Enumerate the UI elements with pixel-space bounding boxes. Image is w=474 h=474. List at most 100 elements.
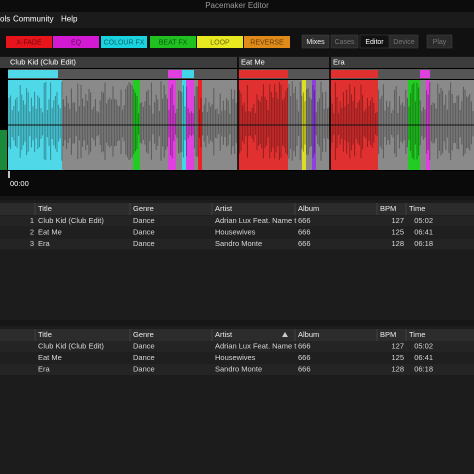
table-row[interactable] xyxy=(0,227,474,238)
effect-button[interactable] xyxy=(6,36,52,48)
tab-label: Play xyxy=(433,39,447,46)
effect-button[interactable] xyxy=(197,36,243,48)
table-row[interactable] xyxy=(0,364,474,375)
table-cell: Adrian Lux Feat. Name t xyxy=(215,341,297,350)
lane-tag xyxy=(330,70,378,78)
table-cell: 06:18 xyxy=(414,239,433,248)
table-cell: 06:41 xyxy=(414,227,433,236)
column-header[interactable]: Album xyxy=(298,204,319,213)
table-cell: Dance xyxy=(133,239,155,248)
tab-label: Mixes xyxy=(306,39,325,46)
table-row[interactable] xyxy=(0,215,474,227)
column-header[interactable]: Time xyxy=(409,330,425,339)
track-label: Era xyxy=(333,57,346,66)
table-cell: Dance xyxy=(133,227,155,236)
lane-tag xyxy=(420,70,430,78)
column-header[interactable]: Artist xyxy=(215,330,233,339)
column-header[interactable]: BPM xyxy=(380,330,396,339)
column-header[interactable]: Time xyxy=(409,204,425,213)
effect-label: COLOUR FX xyxy=(104,39,145,46)
tab[interactable] xyxy=(301,34,330,49)
column-header[interactable]: Title xyxy=(38,330,52,339)
table-cell: Housewives xyxy=(215,227,256,236)
column-header[interactable]: BPM xyxy=(380,204,396,213)
tab[interactable] xyxy=(389,34,419,49)
table-cell: Sandro Monte xyxy=(215,364,262,373)
effect-button[interactable] xyxy=(53,36,99,48)
title-bar xyxy=(0,0,474,12)
window-title: Pacemaker Editor xyxy=(205,1,269,10)
table-cell: 666 xyxy=(298,227,311,236)
tab[interactable] xyxy=(330,34,359,49)
effect-label: X-FADE xyxy=(16,39,42,46)
table-cell: Era xyxy=(38,364,51,373)
table-cell: 2 xyxy=(30,227,34,236)
table-cell: Sandro Monte xyxy=(215,239,262,248)
sort-arrow xyxy=(282,332,288,337)
column-header[interactable]: Album xyxy=(298,330,319,339)
table-cell: 127 xyxy=(391,341,404,350)
table-cell: 666 xyxy=(298,341,311,350)
table-cell: Adrian Lux Feat. Name t xyxy=(215,216,297,225)
menu-item[interactable]: ols xyxy=(0,15,10,24)
table-cell: Housewives xyxy=(215,353,256,362)
effect-label: REVERSE xyxy=(250,39,284,46)
table-cell: 666 xyxy=(298,216,311,225)
table-cell: 05:02 xyxy=(414,341,433,350)
table-cell: Dance xyxy=(133,216,155,225)
menu-bar xyxy=(0,12,474,28)
menu-item[interactable]: Community xyxy=(13,15,53,24)
tab[interactable] xyxy=(359,34,390,49)
time-label: 00:00 xyxy=(10,179,29,188)
table-cell: 06:41 xyxy=(414,353,433,362)
table-cell: Club Kid (Club Edit) xyxy=(38,341,104,350)
table-cell: 128 xyxy=(391,364,404,373)
track-label: Club Kid (Club Edit) xyxy=(10,57,76,66)
table-row[interactable] xyxy=(0,352,474,364)
effect-label: LOOP xyxy=(210,39,230,46)
lane-tag xyxy=(238,70,288,78)
tab-label: Cases xyxy=(335,39,355,46)
table-cell: 3 xyxy=(30,239,34,248)
column-header[interactable]: Title xyxy=(38,204,52,213)
lane-tag xyxy=(8,70,58,78)
table-cell: Dance xyxy=(133,364,155,373)
time-ruler xyxy=(0,171,474,196)
effect-button[interactable] xyxy=(101,36,147,48)
column-header[interactable]: Genre xyxy=(133,204,154,213)
table-cell: 06:18 xyxy=(414,364,433,373)
effect-button[interactable] xyxy=(150,36,196,48)
side-strip xyxy=(0,130,7,170)
table-cell: Dance xyxy=(133,353,155,362)
tab-label: Device xyxy=(393,39,415,46)
tab[interactable] xyxy=(426,34,453,49)
effect-button[interactable] xyxy=(244,36,290,48)
table-cell: Dance xyxy=(133,341,155,350)
playlist-header xyxy=(0,203,474,215)
column-header[interactable]: Genre xyxy=(133,330,154,339)
table-cell: 125 xyxy=(391,353,404,362)
table-cell: Eat Me xyxy=(38,353,62,362)
track-label: Eat Me xyxy=(241,57,265,66)
table-cell: 666 xyxy=(298,353,311,362)
library-header xyxy=(0,329,474,341)
table-cell: 666 xyxy=(298,239,311,248)
effect-label: BEAT FX xyxy=(159,39,188,46)
tab-label: Editor xyxy=(365,39,384,46)
table-cell: 666 xyxy=(298,364,311,373)
effect-label: EQ xyxy=(71,39,82,46)
table-row[interactable] xyxy=(0,341,474,352)
table-cell: 128 xyxy=(391,239,404,248)
table-cell: Era xyxy=(38,239,51,248)
lane-tag xyxy=(168,70,182,78)
menu-item[interactable]: Help xyxy=(61,15,78,24)
track-header-bar xyxy=(0,57,474,68)
table-cell: Eat Me xyxy=(38,227,62,236)
column-header[interactable]: Artist xyxy=(215,204,233,213)
table-cell: 05:02 xyxy=(414,216,433,225)
table-cell: 127 xyxy=(391,216,404,225)
table-cell: 1 xyxy=(30,216,34,225)
table-row[interactable] xyxy=(0,238,474,250)
